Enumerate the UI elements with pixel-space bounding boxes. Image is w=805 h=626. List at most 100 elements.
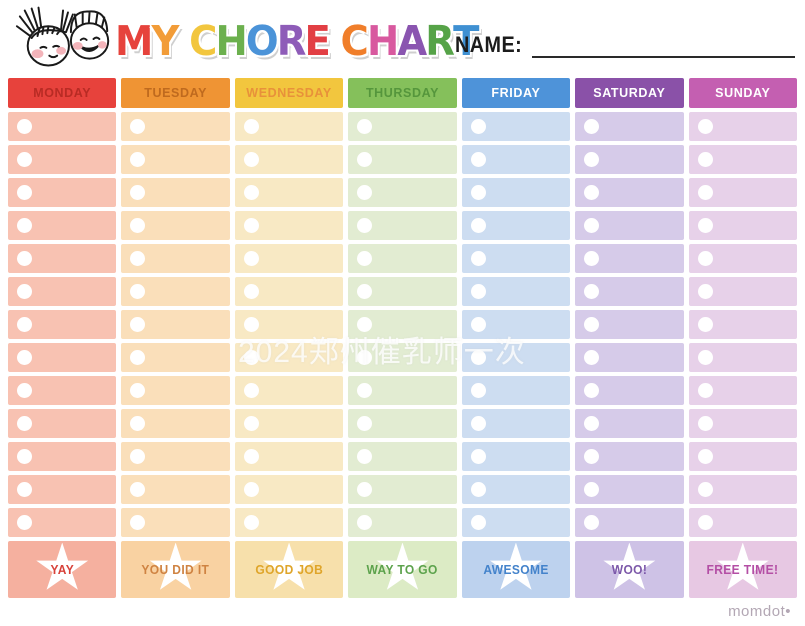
circle-bullet-icon[interactable] — [584, 383, 600, 398]
chore-row[interactable] — [234, 376, 344, 405]
circle-bullet-icon[interactable] — [697, 119, 713, 134]
chore-row[interactable] — [234, 442, 344, 471]
circle-bullet-icon[interactable] — [130, 251, 146, 266]
chore-row[interactable] — [234, 112, 344, 141]
chore-row[interactable] — [461, 178, 571, 207]
chore-row[interactable] — [348, 277, 457, 306]
chore-row[interactable] — [234, 244, 344, 273]
circle-bullet-icon[interactable] — [130, 284, 146, 299]
chore-row[interactable] — [234, 178, 344, 207]
circle-bullet-icon[interactable] — [17, 416, 32, 431]
circle-bullet-icon[interactable] — [697, 350, 713, 365]
name-input-line[interactable] — [531, 34, 795, 58]
circle-bullet-icon[interactable] — [470, 152, 486, 167]
circle-bullet-icon[interactable] — [17, 152, 32, 167]
circle-bullet-icon[interactable] — [697, 251, 713, 266]
circle-bullet-icon[interactable] — [697, 515, 713, 530]
chore-row[interactable] — [461, 343, 571, 372]
chore-row[interactable] — [8, 244, 117, 273]
chore-row[interactable] — [8, 178, 117, 207]
chore-row[interactable] — [348, 178, 457, 207]
chore-row[interactable] — [8, 409, 117, 438]
chore-row[interactable] — [348, 244, 457, 273]
chore-row[interactable] — [121, 211, 230, 240]
circle-bullet-icon[interactable] — [470, 515, 486, 530]
chore-row[interactable] — [348, 211, 457, 240]
circle-bullet-icon[interactable] — [584, 317, 600, 332]
circle-bullet-icon[interactable] — [470, 383, 486, 398]
circle-bullet-icon[interactable] — [470, 449, 486, 464]
circle-bullet-icon[interactable] — [130, 119, 146, 134]
chore-row[interactable] — [234, 409, 344, 438]
chore-row[interactable] — [688, 442, 797, 471]
circle-bullet-icon[interactable] — [584, 449, 600, 464]
circle-bullet-icon[interactable] — [243, 350, 259, 365]
circle-bullet-icon[interactable] — [470, 251, 486, 266]
chore-row[interactable] — [461, 475, 571, 504]
chore-row[interactable] — [8, 112, 117, 141]
circle-bullet-icon[interactable] — [17, 317, 32, 332]
chore-row[interactable] — [688, 475, 797, 504]
circle-bullet-icon[interactable] — [130, 218, 146, 233]
chore-row[interactable] — [348, 343, 457, 372]
chore-row[interactable] — [688, 343, 797, 372]
chore-row[interactable] — [575, 277, 684, 306]
chore-row[interactable] — [348, 112, 457, 141]
chore-row[interactable] — [121, 409, 230, 438]
chore-row[interactable] — [688, 310, 797, 339]
chore-row[interactable] — [575, 508, 684, 537]
chore-row[interactable] — [461, 508, 571, 537]
circle-bullet-icon[interactable] — [357, 152, 373, 167]
circle-bullet-icon[interactable] — [243, 284, 259, 299]
chore-row[interactable] — [688, 244, 797, 273]
chore-row[interactable] — [348, 145, 457, 174]
chore-row[interactable] — [688, 211, 797, 240]
chore-row[interactable] — [234, 310, 344, 339]
circle-bullet-icon[interactable] — [697, 218, 713, 233]
circle-bullet-icon[interactable] — [584, 119, 600, 134]
circle-bullet-icon[interactable] — [130, 350, 146, 365]
circle-bullet-icon[interactable] — [243, 449, 259, 464]
circle-bullet-icon[interactable] — [243, 317, 259, 332]
chore-row[interactable] — [575, 409, 684, 438]
circle-bullet-icon[interactable] — [17, 350, 32, 365]
chore-row[interactable] — [575, 145, 684, 174]
chore-row[interactable] — [8, 376, 117, 405]
chore-row[interactable] — [121, 442, 230, 471]
chore-row[interactable] — [461, 112, 571, 141]
chore-row[interactable] — [8, 442, 117, 471]
chore-row[interactable] — [575, 178, 684, 207]
circle-bullet-icon[interactable] — [130, 317, 146, 332]
chore-row[interactable] — [8, 145, 117, 174]
chore-row[interactable] — [461, 277, 571, 306]
circle-bullet-icon[interactable] — [243, 185, 259, 200]
chore-row[interactable] — [8, 475, 117, 504]
chore-row[interactable] — [461, 310, 571, 339]
circle-bullet-icon[interactable] — [357, 416, 373, 431]
chore-row[interactable] — [8, 508, 117, 537]
chore-row[interactable] — [348, 409, 457, 438]
circle-bullet-icon[interactable] — [17, 284, 32, 299]
chore-row[interactable] — [234, 277, 344, 306]
chore-row[interactable] — [348, 475, 457, 504]
circle-bullet-icon[interactable] — [130, 449, 146, 464]
chore-row[interactable] — [121, 112, 230, 141]
circle-bullet-icon[interactable] — [584, 482, 600, 497]
circle-bullet-icon[interactable] — [243, 218, 259, 233]
circle-bullet-icon[interactable] — [584, 515, 600, 530]
circle-bullet-icon[interactable] — [584, 416, 600, 431]
chore-row[interactable] — [461, 376, 571, 405]
chore-row[interactable] — [575, 343, 684, 372]
circle-bullet-icon[interactable] — [17, 119, 32, 134]
circle-bullet-icon[interactable] — [584, 350, 600, 365]
circle-bullet-icon[interactable] — [130, 515, 146, 530]
circle-bullet-icon[interactable] — [357, 383, 373, 398]
chore-row[interactable] — [348, 442, 457, 471]
circle-bullet-icon[interactable] — [17, 449, 32, 464]
chore-row[interactable] — [121, 508, 230, 537]
chore-row[interactable] — [575, 244, 684, 273]
circle-bullet-icon[interactable] — [357, 284, 373, 299]
circle-bullet-icon[interactable] — [470, 284, 486, 299]
circle-bullet-icon[interactable] — [243, 119, 259, 134]
chore-row[interactable] — [234, 475, 344, 504]
